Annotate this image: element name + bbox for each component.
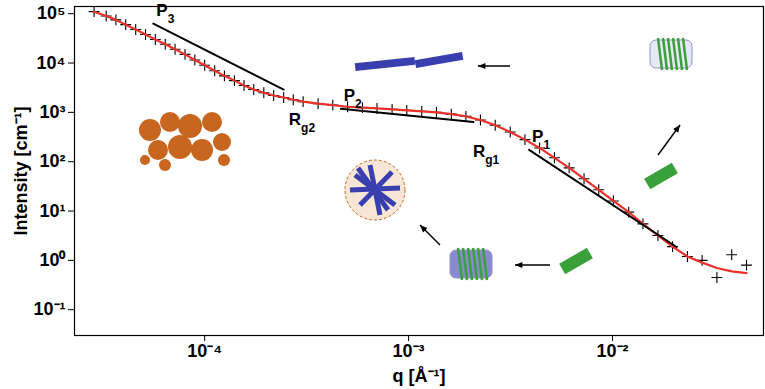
svg-text:10⁴: 10⁴ bbox=[37, 53, 66, 73]
svg-text:10²: 10² bbox=[39, 151, 65, 171]
svg-text:10⁻³: 10⁻³ bbox=[393, 341, 425, 361]
svg-text:10³: 10³ bbox=[39, 102, 65, 122]
svg-text:Intensity [cm⁻¹]: Intensity [cm⁻¹] bbox=[11, 106, 31, 235]
svg-text:Rg2: Rg2 bbox=[289, 110, 316, 135]
svg-text:10⁻²: 10⁻² bbox=[597, 341, 629, 361]
svg-text:Rg1: Rg1 bbox=[473, 142, 500, 167]
svg-text:P3: P3 bbox=[156, 1, 174, 26]
svg-text:10⁵: 10⁵ bbox=[37, 3, 65, 23]
svg-text:10⁻¹: 10⁻¹ bbox=[33, 299, 65, 319]
svg-text:P2: P2 bbox=[344, 86, 362, 111]
svg-text:P1: P1 bbox=[532, 127, 550, 152]
svg-text:q [Å⁻¹]: q [Å⁻¹] bbox=[393, 366, 446, 386]
svg-text:10¹: 10¹ bbox=[39, 201, 65, 221]
svg-text:10⁻⁴: 10⁻⁴ bbox=[187, 341, 222, 361]
svg-text:10⁰: 10⁰ bbox=[39, 250, 66, 270]
